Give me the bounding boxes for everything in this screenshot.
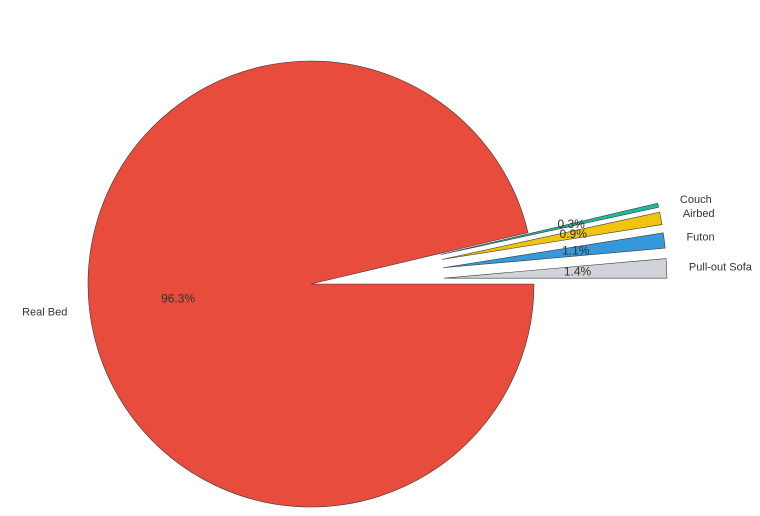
category-label-pull-out-sofa: Pull-out Sofa (689, 261, 753, 273)
pie-slice-pull-out-sofa (443, 258, 668, 279)
category-label-airbed: Airbed (683, 208, 715, 220)
percent-label-couch: 0.3% (558, 217, 586, 231)
pie-slice-real-bed (87, 60, 535, 508)
pie-slices (87, 60, 668, 508)
percent-label-airbed: 0.9% (560, 227, 588, 241)
percent-label-futon: 1.1% (562, 244, 590, 258)
pie-labels: Real Bed 96.3% Couch 0.3% Airbed 0.9% Futon 1.1… (22, 194, 753, 318)
percent-label-pull-out-sofa: 1.4% (564, 264, 592, 278)
pie-slice-couch (440, 202, 659, 255)
category-label-real-bed: Real Bed (22, 306, 67, 318)
pie-slice-airbed (441, 211, 663, 260)
percent-label-real-bed: 96.3% (161, 292, 195, 306)
category-label-couch: Couch (680, 194, 712, 206)
category-label-futon: Futon (686, 232, 714, 244)
pie-slice-futon (442, 232, 666, 269)
